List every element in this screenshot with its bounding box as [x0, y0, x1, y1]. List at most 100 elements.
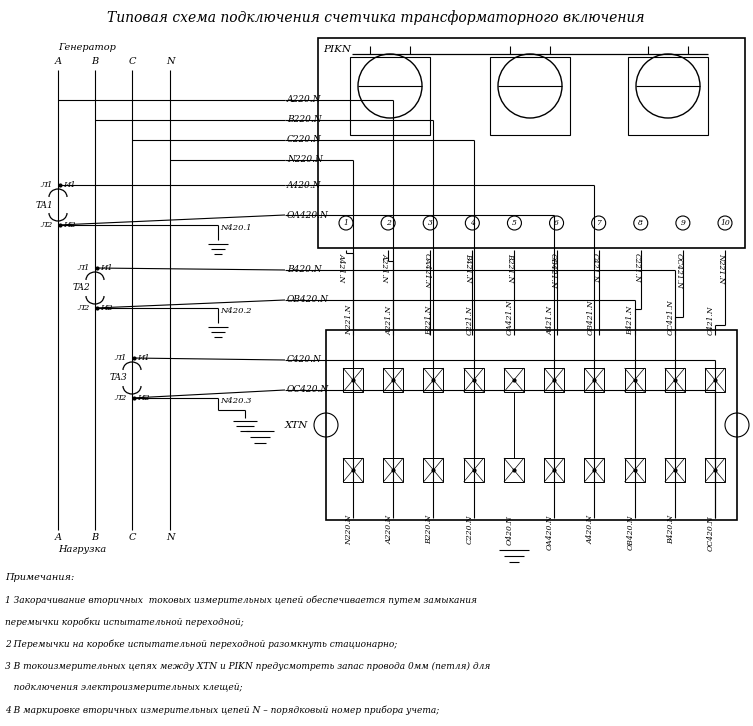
- Text: Л1: Л1: [41, 181, 53, 189]
- Text: И1: И1: [63, 181, 75, 189]
- Text: B420.N: B420.N: [287, 266, 322, 274]
- Text: И1: И1: [137, 354, 150, 362]
- Text: OC421.N: OC421.N: [675, 253, 683, 289]
- Text: 9: 9: [681, 219, 685, 227]
- Text: B420.N: B420.N: [666, 515, 675, 544]
- Text: B221.N: B221.N: [425, 306, 434, 335]
- Bar: [383, 368, 403, 392]
- Text: C220.N: C220.N: [465, 515, 474, 544]
- Text: N221.N: N221.N: [717, 253, 725, 283]
- Text: A220.N: A220.N: [386, 515, 393, 544]
- Bar: [624, 458, 645, 482]
- Bar: [665, 458, 684, 482]
- Bar: [544, 458, 564, 482]
- Text: TA3: TA3: [109, 373, 127, 383]
- Text: N420.2: N420.2: [220, 307, 252, 315]
- Text: PIKN: PIKN: [323, 46, 351, 54]
- Text: И2: И2: [100, 304, 113, 312]
- Text: OA420.N: OA420.N: [546, 515, 554, 550]
- Text: B421.N: B421.N: [465, 253, 472, 282]
- Bar: [350, 57, 430, 135]
- Text: 5: 5: [512, 219, 517, 227]
- Text: A420.N: A420.N: [287, 181, 322, 189]
- Bar: [544, 368, 564, 392]
- Bar: [584, 368, 605, 392]
- Bar: [490, 57, 570, 135]
- Text: OB421.N: OB421.N: [587, 300, 594, 335]
- Text: OA421.N: OA421.N: [422, 253, 430, 288]
- Bar: [318, 38, 745, 248]
- Text: A221.N: A221.N: [380, 253, 388, 282]
- Text: TA2: TA2: [72, 283, 90, 293]
- Text: N221.N: N221.N: [345, 305, 353, 335]
- Bar: [705, 368, 725, 392]
- Text: Примечания:: Примечания:: [5, 574, 75, 582]
- Text: C: C: [128, 534, 136, 542]
- Text: B421.N: B421.N: [626, 306, 635, 335]
- Text: Л1: Л1: [78, 264, 90, 272]
- Bar: [504, 458, 524, 482]
- Text: C: C: [128, 57, 136, 67]
- Bar: [423, 458, 444, 482]
- Text: И1: И1: [100, 264, 113, 272]
- Bar: [464, 368, 483, 392]
- Bar: [383, 458, 403, 482]
- Text: И2: И2: [137, 394, 150, 402]
- Text: подключения электроизмерительных клещей;: подключения электроизмерительных клещей;: [5, 683, 242, 693]
- Text: N: N: [166, 534, 174, 542]
- Text: N420.1: N420.1: [220, 224, 252, 232]
- Text: OA421.N: OA421.N: [506, 300, 514, 335]
- Text: Л2: Л2: [78, 304, 90, 312]
- Text: 2: 2: [386, 219, 391, 227]
- Text: 10: 10: [720, 219, 730, 227]
- Bar: [343, 458, 363, 482]
- Text: A220.N: A220.N: [287, 96, 322, 105]
- Text: A420.N: A420.N: [587, 515, 594, 544]
- Bar: [343, 368, 363, 392]
- Text: A: A: [54, 57, 62, 67]
- Text: 6: 6: [554, 219, 559, 227]
- Text: O420.N: O420.N: [506, 515, 514, 545]
- Text: OB420.N: OB420.N: [287, 295, 329, 304]
- Text: 8: 8: [639, 219, 643, 227]
- Text: C221.N: C221.N: [633, 253, 641, 282]
- Text: 4: 4: [470, 219, 475, 227]
- Text: Типовая схема подключения счетчика трансформаторного включения: Типовая схема подключения счетчика транс…: [107, 11, 645, 25]
- Bar: [464, 458, 483, 482]
- Text: B221.N: B221.N: [507, 253, 514, 282]
- Text: C420.N: C420.N: [287, 356, 322, 364]
- Text: B220.N: B220.N: [425, 515, 434, 544]
- Text: 3 В токоизмерительных цепях между XTN и PIKN предусмотреть запас провода 0мм (пе: 3 В токоизмерительных цепях между XTN и …: [5, 661, 490, 671]
- Bar: [624, 368, 645, 392]
- Bar: [628, 57, 708, 135]
- Text: OC420.N: OC420.N: [287, 386, 329, 394]
- Text: A: A: [54, 534, 62, 542]
- Bar: [504, 368, 524, 392]
- Bar: [326, 330, 737, 520]
- Text: Л1: Л1: [114, 354, 127, 362]
- Text: B220.N: B220.N: [287, 115, 322, 124]
- Text: B: B: [91, 534, 99, 542]
- Text: N220.N: N220.N: [287, 155, 323, 165]
- Text: B: B: [91, 57, 99, 67]
- Text: OC420.N: OC420.N: [707, 515, 715, 551]
- Text: Л2: Л2: [114, 394, 127, 402]
- Text: OB421.N: OB421.N: [548, 253, 556, 288]
- Text: 7: 7: [596, 219, 601, 227]
- Bar: [665, 368, 684, 392]
- Text: 1: 1: [343, 219, 349, 227]
- Text: N420.3: N420.3: [220, 397, 252, 405]
- Text: A421.N: A421.N: [338, 253, 346, 282]
- Text: C220.N: C220.N: [287, 136, 322, 144]
- Text: XTN: XTN: [285, 420, 308, 430]
- Text: N: N: [166, 57, 174, 67]
- Text: Л2: Л2: [41, 221, 53, 229]
- Text: C221.N: C221.N: [465, 306, 474, 335]
- Text: TA1: TA1: [35, 200, 53, 210]
- Text: перемычки коробки испытательной переходной;: перемычки коробки испытательной переходн…: [5, 617, 244, 627]
- Text: C421.N: C421.N: [707, 306, 715, 335]
- Text: A221.N: A221.N: [386, 306, 393, 335]
- Text: C421.N: C421.N: [590, 253, 599, 282]
- Bar: [584, 458, 605, 482]
- Text: И2: И2: [63, 221, 75, 229]
